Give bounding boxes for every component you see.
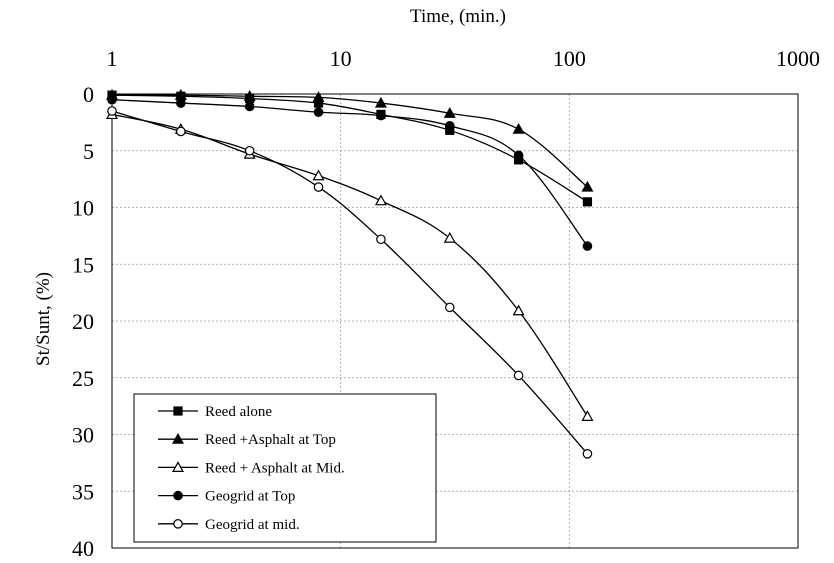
data-point-triangle (512, 304, 525, 316)
y-tick-label: 0 (83, 82, 94, 107)
data-point-circle (244, 101, 255, 112)
data-point-circle (176, 98, 186, 108)
data-point-circle (513, 150, 524, 161)
data-point-triangle (374, 194, 387, 206)
x-tick-label: 1 (107, 46, 118, 71)
series-line (111, 99, 588, 247)
data-point-circle (444, 302, 455, 313)
legend-entry: Reed + Asphalt at Mid. (158, 460, 345, 476)
y-tick-label: 20 (72, 309, 94, 334)
data-point-triangle (312, 91, 325, 103)
data-point-circle (582, 448, 593, 459)
data-point-triangle (443, 107, 456, 118)
y-tick-label: 35 (72, 479, 94, 504)
data-point-triangle (312, 169, 325, 181)
data-point-circle (313, 182, 324, 192)
data-point-circle (173, 518, 183, 529)
data-point-circle (582, 241, 593, 251)
data-point-circle (376, 234, 386, 245)
y-tick-labels: 0 5 10 15 20 25 30 35 40 (72, 82, 94, 561)
series-line (111, 94, 588, 188)
data-point-circle (444, 120, 455, 131)
data-point-circle (376, 110, 386, 121)
x-axis-title: Time, (min.) (410, 6, 506, 27)
legend-label: Geogrid at Top (205, 489, 295, 505)
series-4 (107, 94, 593, 251)
legend-entry: Geogrid at mid. (158, 517, 300, 533)
y-tick-label: 10 (72, 196, 94, 221)
legend-entry: Geogrid at Top (158, 489, 295, 505)
series-1 (107, 90, 593, 207)
data-point-triangle (171, 432, 185, 444)
data-point-square (582, 197, 593, 207)
y-axis-title: St/Sunt, (%) (33, 272, 54, 366)
data-series (105, 88, 594, 459)
data-point-triangle (243, 90, 256, 101)
data-point-square (173, 406, 183, 416)
legend-label: Reed + Asphalt at Mid. (205, 460, 345, 476)
legend-entry: Reed alone (158, 404, 272, 420)
data-point-triangle (443, 231, 456, 243)
data-point-circle (107, 106, 117, 116)
data-point-triangle (171, 461, 185, 472)
x-tick-label: 1000 (776, 46, 820, 71)
x-tick-label: 100 (553, 46, 586, 71)
series-line (111, 94, 588, 203)
plot-area-frame (111, 93, 799, 549)
data-point-triangle (581, 410, 594, 421)
y-tick-label: 25 (72, 366, 94, 391)
data-point-circle (313, 107, 324, 117)
data-point-triangle (512, 122, 525, 134)
y-tick-label: 5 (83, 139, 94, 164)
legend: Reed alone Reed +Asphalt at Top Reed + Asp… (133, 393, 437, 543)
legend-label: Reed +Asphalt at Top (205, 432, 336, 448)
legend-label: Reed alone (205, 404, 272, 420)
x-tick-labels: 1 10 100 1000 (107, 46, 821, 71)
legend-entry: Reed +Asphalt at Top (158, 432, 336, 448)
y-tick-label: 15 (72, 252, 94, 277)
data-point-circle (513, 370, 524, 381)
y-tick-label: 40 (72, 536, 94, 561)
series-5 (107, 106, 593, 459)
y-tick-label: 30 (72, 423, 94, 448)
data-point-triangle (581, 180, 594, 192)
data-point-circle (107, 94, 117, 105)
data-point-triangle (374, 96, 387, 108)
legend-label: Geogrid at mid. (205, 517, 300, 533)
x-tick-label: 10 (330, 46, 352, 71)
data-point-circle (173, 490, 183, 501)
data-point-circle (176, 126, 186, 137)
data-point-circle (244, 145, 255, 156)
